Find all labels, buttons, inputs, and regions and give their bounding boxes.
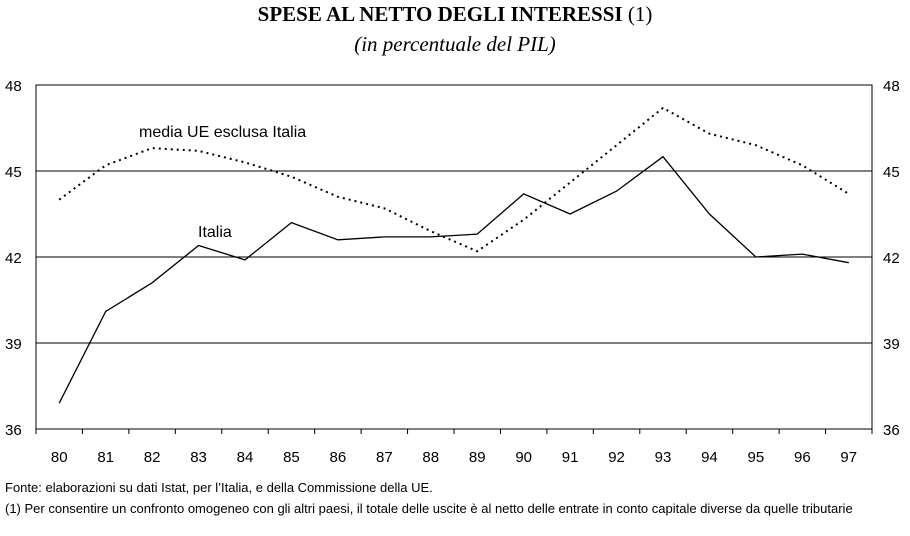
x-tick-label: 83 xyxy=(190,449,207,466)
chart-title-ref: (1) xyxy=(627,2,653,26)
x-tick-label: 80 xyxy=(51,449,68,466)
x-tick-label: 84 xyxy=(237,449,254,466)
source-note: Fonte: elaborazioni su dati Istat, per l… xyxy=(5,480,433,495)
x-tick-label: 90 xyxy=(515,449,532,466)
y-tick-label-left: 45 xyxy=(5,164,22,181)
chart-title: SPESE AL NETTO DEGLI INTERESSI (1) xyxy=(0,2,910,27)
series-label-ue: media UE esclusa Italia xyxy=(139,124,306,141)
x-tick-label: 89 xyxy=(469,449,486,466)
chart-subtitle: (in percentuale del PIL) xyxy=(354,32,556,56)
y-tick-label-right: 39 xyxy=(883,336,900,353)
y-tick-label-left: 36 xyxy=(5,422,22,439)
line-chart: 36 36 39 39 42 42 45 45 48 48 80 81 82 83 84 85 86 87 88 89… xyxy=(5,78,900,466)
y-tick-label-right: 45 xyxy=(883,164,900,181)
x-tick-label: 88 xyxy=(422,449,439,466)
y-tick-label-right: 36 xyxy=(883,422,900,439)
x-tick-label: 86 xyxy=(330,449,347,466)
x-tick-label: 82 xyxy=(144,449,161,466)
x-tick-label: 95 xyxy=(748,449,765,466)
x-tick-label: 94 xyxy=(701,449,718,466)
series-line-2 xyxy=(58,155,849,404)
x-tick-label: 92 xyxy=(608,449,625,466)
chart-title-main: SPESE AL NETTO DEGLI INTERESSI xyxy=(257,2,623,26)
series-label-italia: Italia xyxy=(198,224,232,241)
y-tick-label-right: 48 xyxy=(883,78,900,95)
x-tick-label: 87 xyxy=(376,449,393,466)
y-tick-label-left: 42 xyxy=(5,250,22,267)
x-tick-label: 85 xyxy=(283,449,300,466)
y-tick-label-right: 42 xyxy=(883,250,900,267)
y-tick-label-left: 39 xyxy=(5,336,22,353)
x-tick-label: 91 xyxy=(562,449,579,466)
x-tick-label: 81 xyxy=(97,449,114,466)
x-tick-label: 97 xyxy=(840,449,857,466)
y-tick-label-left: 48 xyxy=(5,78,22,95)
x-tick-label: 93 xyxy=(655,449,672,466)
x-tick-label: 96 xyxy=(794,449,811,466)
footnote: (1) Per consentire un confronto omogeneo… xyxy=(5,501,853,516)
